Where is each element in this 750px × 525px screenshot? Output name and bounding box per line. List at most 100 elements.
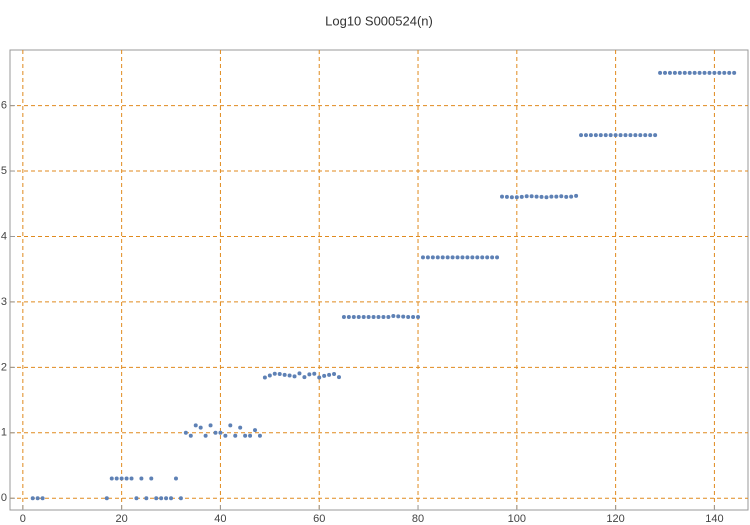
- point: [401, 314, 406, 319]
- point: [40, 496, 45, 501]
- point: [623, 133, 628, 138]
- point: [198, 425, 203, 430]
- point: [366, 314, 371, 319]
- point: [727, 70, 732, 75]
- point: [485, 255, 490, 260]
- point: [608, 133, 613, 138]
- point: [717, 70, 722, 75]
- point: [524, 194, 529, 199]
- point: [208, 423, 213, 428]
- point: [267, 373, 272, 378]
- point: [598, 133, 603, 138]
- point: [262, 375, 267, 380]
- x-tick-label: 40: [214, 513, 226, 525]
- point: [534, 194, 539, 199]
- plot-frame: [9, 49, 749, 511]
- point: [663, 70, 668, 75]
- point: [440, 255, 445, 260]
- point: [475, 255, 480, 260]
- point: [302, 375, 307, 380]
- point: [317, 375, 322, 380]
- point: [519, 194, 524, 199]
- point: [129, 476, 134, 481]
- point: [732, 70, 737, 75]
- point: [396, 314, 401, 319]
- point: [119, 476, 124, 481]
- point: [164, 496, 169, 501]
- point: [509, 195, 514, 200]
- point: [687, 70, 692, 75]
- point: [193, 423, 198, 428]
- point: [327, 372, 332, 377]
- point: [346, 314, 351, 319]
- point: [312, 371, 317, 376]
- point: [173, 476, 178, 481]
- point: [430, 255, 435, 260]
- point: [653, 133, 658, 138]
- point: [386, 314, 391, 319]
- point: [480, 255, 485, 260]
- point: [618, 133, 623, 138]
- point: [292, 374, 297, 379]
- point: [257, 433, 262, 438]
- point: [514, 195, 519, 200]
- point: [282, 372, 287, 377]
- point: [336, 375, 341, 380]
- point: [183, 430, 188, 435]
- point: [149, 476, 154, 481]
- point: [233, 433, 238, 438]
- point: [124, 476, 129, 481]
- point: [139, 476, 144, 481]
- point: [248, 433, 253, 438]
- point: [178, 496, 183, 501]
- point: [583, 133, 588, 138]
- x-tick-label: 0: [20, 513, 26, 525]
- point: [322, 373, 327, 378]
- point: [707, 70, 712, 75]
- point: [435, 255, 440, 260]
- point: [341, 314, 346, 319]
- point: [465, 255, 470, 260]
- point: [529, 194, 534, 199]
- point: [376, 314, 381, 319]
- point: [307, 372, 312, 377]
- point: [272, 371, 277, 376]
- point: [223, 433, 228, 438]
- point: [500, 194, 504, 199]
- point: [455, 255, 460, 260]
- point: [277, 372, 282, 377]
- point: [633, 133, 638, 138]
- point: [613, 133, 618, 138]
- point: [425, 255, 430, 260]
- point: [243, 433, 248, 438]
- point: [564, 194, 569, 199]
- point: [722, 70, 727, 75]
- point: [638, 133, 643, 138]
- point: [450, 255, 455, 260]
- point: [579, 133, 584, 138]
- point: [406, 314, 411, 319]
- y-tick-label: 6: [1, 100, 7, 112]
- y-tick-label: 3: [1, 296, 7, 308]
- point: [35, 496, 40, 501]
- point: [114, 476, 119, 481]
- point: [702, 70, 707, 75]
- x-tick-label: 80: [412, 513, 424, 525]
- point: [549, 194, 554, 199]
- point: [420, 255, 425, 260]
- point: [692, 70, 697, 75]
- chart-title: Log10 S000524(n): [325, 13, 433, 28]
- point: [648, 133, 653, 138]
- point: [159, 496, 164, 501]
- point: [574, 193, 579, 198]
- point: [287, 373, 292, 378]
- point: [672, 70, 677, 75]
- point: [154, 496, 159, 501]
- point: [356, 314, 361, 319]
- point: [218, 430, 223, 435]
- point: [593, 133, 598, 138]
- point: [643, 133, 648, 138]
- x-tick-label: 120: [606, 513, 624, 525]
- x-tick-label: 60: [313, 513, 325, 525]
